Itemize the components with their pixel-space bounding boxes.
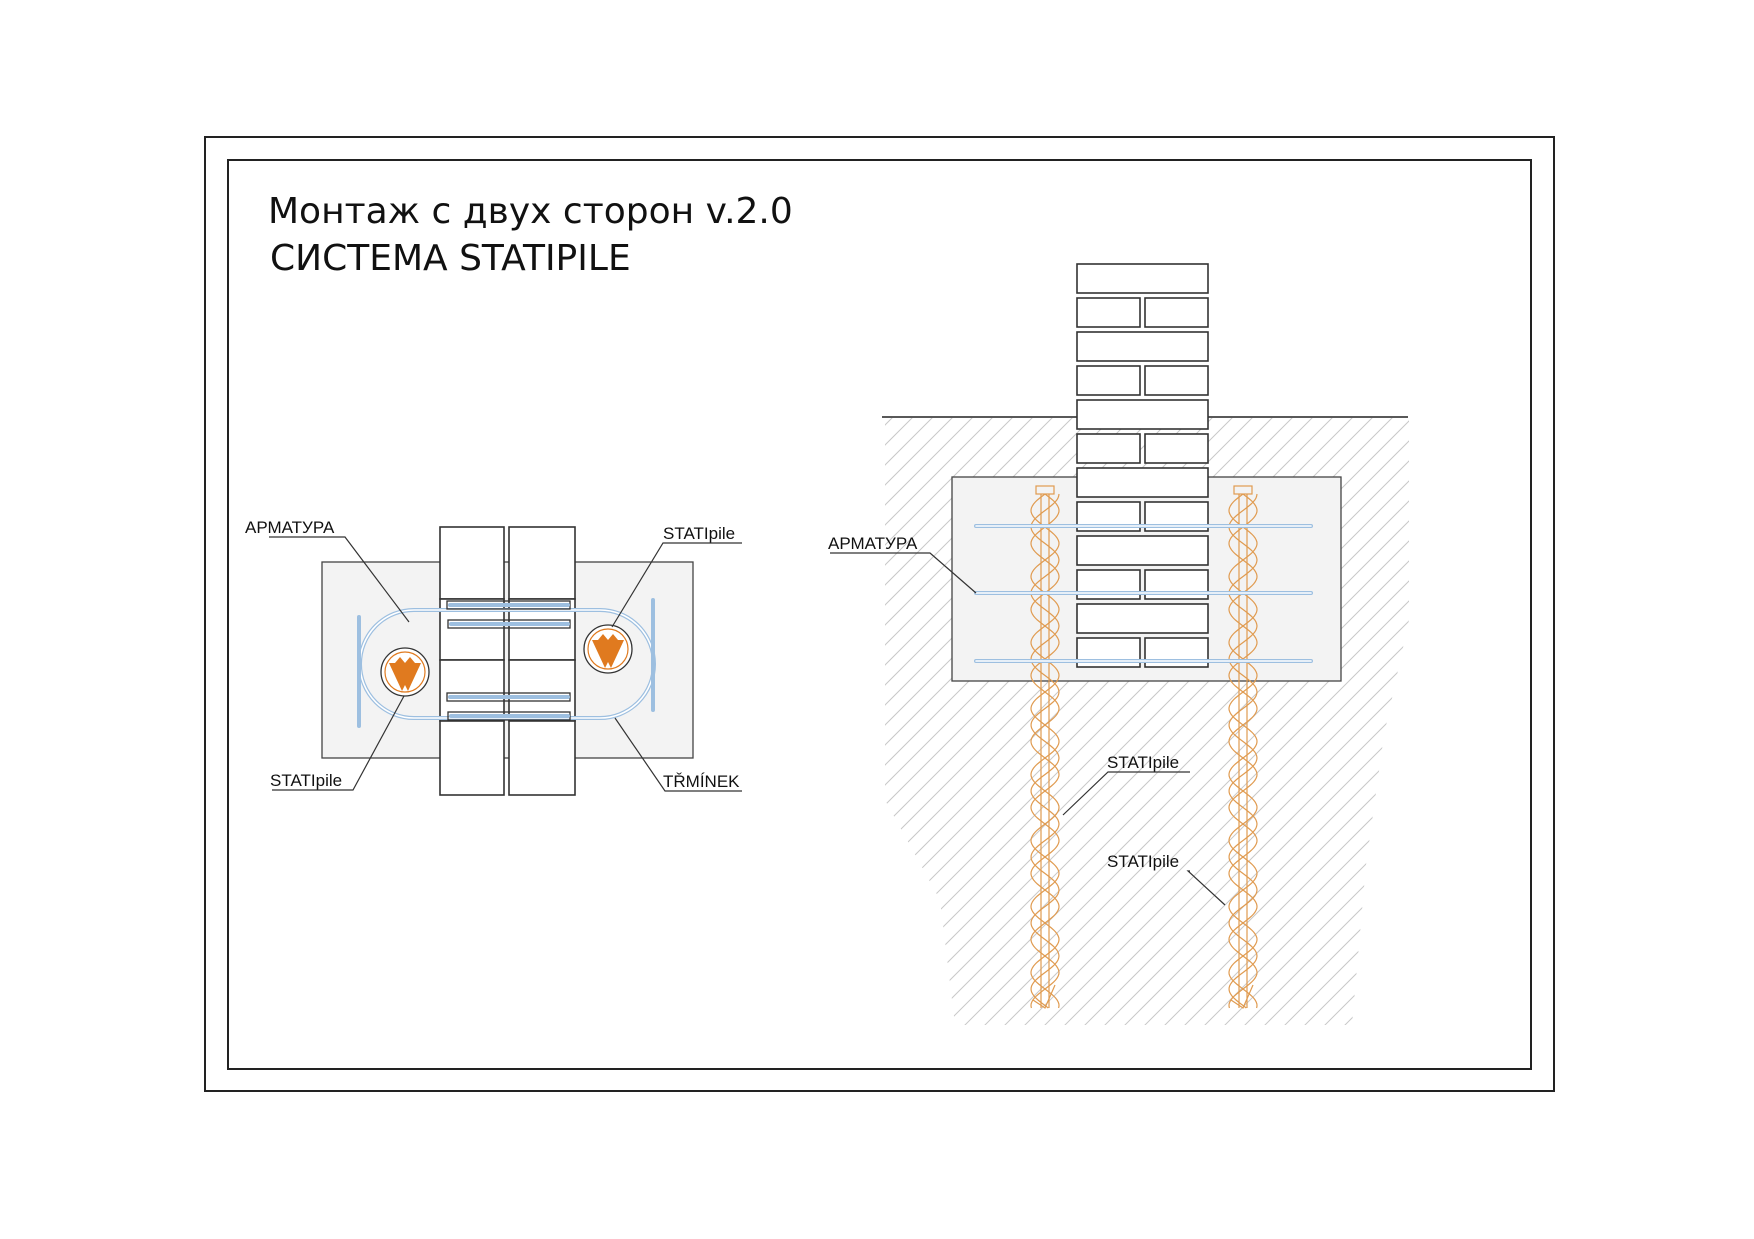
plan-concrete-block bbox=[321, 561, 694, 759]
brick bbox=[1076, 263, 1209, 294]
hatch-line bbox=[1299, 418, 1409, 1025]
brick bbox=[1076, 433, 1141, 464]
leader-section-pile-2 bbox=[1186, 870, 1226, 906]
section-brick-wall bbox=[1076, 263, 1209, 668]
brick bbox=[1076, 467, 1209, 498]
label-plan-rebar: АРМАТУРА bbox=[245, 518, 335, 537]
statipile-pile bbox=[1030, 485, 1060, 1009]
brick bbox=[1076, 603, 1209, 634]
plan-view: АРМАТУРА STATIpile STATIpile TŘMÍNEK bbox=[245, 518, 742, 796]
statipile-logo-icon bbox=[583, 624, 633, 674]
brick bbox=[1076, 399, 1209, 430]
hatch-line bbox=[1019, 418, 1409, 1025]
leader-plan-stirrup bbox=[614, 717, 742, 792]
section-piles bbox=[1030, 485, 1258, 1009]
hatch-line bbox=[1560, 410, 1754, 1030]
statipile-logo-icon bbox=[380, 647, 430, 697]
hatch-line bbox=[1119, 418, 1409, 1025]
hatch-line bbox=[1480, 410, 1754, 1030]
pile-tip bbox=[1032, 984, 1056, 1009]
hatch-line bbox=[1460, 410, 1754, 1030]
hatch-line bbox=[999, 418, 1409, 1025]
leader-plan-pile-top bbox=[611, 542, 742, 628]
outer-frame bbox=[204, 136, 1555, 1092]
title-line-2: СИСТЕМА STATIPILE bbox=[270, 238, 631, 279]
hatch-line bbox=[885, 418, 1409, 1025]
label-plan-pile-bottom: STATIpile bbox=[270, 771, 342, 790]
plan-wall-rebars bbox=[446, 600, 571, 721]
brick bbox=[1076, 365, 1141, 396]
leader-plan-rebar bbox=[269, 536, 410, 623]
brick bbox=[1076, 331, 1209, 362]
hatch-line bbox=[1199, 418, 1409, 1025]
hatch-line bbox=[1500, 410, 1754, 1030]
plan-brick bbox=[439, 526, 505, 600]
hatch-line bbox=[1440, 410, 1754, 1030]
leader-section-rebar bbox=[830, 552, 977, 594]
brick bbox=[1144, 297, 1209, 328]
pile-helix bbox=[1228, 493, 1258, 1009]
plan-brick bbox=[508, 720, 576, 796]
title-line-1: Монтаж с двух сторон v.2.0 bbox=[268, 191, 793, 232]
hatch-line bbox=[1420, 410, 1754, 1030]
brick bbox=[1144, 433, 1209, 464]
plan-brick bbox=[508, 659, 576, 722]
brick bbox=[1076, 297, 1141, 328]
hatch-line bbox=[1059, 418, 1409, 1025]
hatch-line bbox=[1039, 418, 1409, 1025]
hatch-line bbox=[1219, 418, 1409, 1025]
hatch-line bbox=[1339, 418, 1409, 1025]
hatch-line bbox=[1139, 418, 1409, 1025]
hatch-line bbox=[1540, 410, 1754, 1030]
section-rebars bbox=[974, 524, 1313, 663]
leader-section-pile-1 bbox=[1062, 771, 1190, 816]
pile-tip bbox=[1230, 984, 1254, 1009]
label-section-pile-1: STATIpile bbox=[1107, 753, 1179, 772]
hatch-line bbox=[1099, 418, 1409, 1025]
label-plan-pile-top: STATIpile bbox=[663, 524, 735, 543]
hatch-line bbox=[1319, 418, 1409, 1025]
hatch-line bbox=[1379, 418, 1409, 1025]
hatch-line bbox=[1279, 418, 1409, 1025]
label-section-rebar: АРМАТУРА bbox=[828, 534, 918, 553]
hatch-line bbox=[885, 418, 1409, 1025]
label-section-pile-2: STATIpile bbox=[1107, 852, 1179, 871]
statipile-pile bbox=[1228, 485, 1258, 1009]
hatch-line bbox=[1239, 418, 1409, 1025]
hatch-line bbox=[885, 418, 1021, 1025]
hatch-line bbox=[1179, 418, 1409, 1025]
hatch-line bbox=[885, 418, 1409, 1025]
pile-helix bbox=[1030, 493, 1060, 1009]
inner-frame bbox=[227, 159, 1532, 1070]
pile-helix bbox=[1228, 493, 1258, 1009]
hatch-line bbox=[1520, 410, 1754, 1030]
plan-brick bbox=[439, 720, 505, 796]
brick bbox=[1076, 535, 1209, 566]
hatch-line bbox=[1159, 418, 1409, 1025]
hatch-line bbox=[1359, 418, 1409, 1025]
label-plan-stirrup: TŘMÍNEK bbox=[663, 772, 740, 791]
leader-plan-pile-bottom bbox=[272, 695, 405, 791]
hatch-line bbox=[899, 418, 1409, 1025]
brick bbox=[1144, 365, 1209, 396]
plan-brick bbox=[508, 526, 576, 600]
pile-helix bbox=[1030, 493, 1060, 1009]
hatch-line bbox=[959, 418, 1409, 1025]
hatch-line bbox=[885, 418, 1041, 1025]
hatch-line bbox=[979, 418, 1409, 1025]
hatch-line bbox=[1399, 418, 1409, 1025]
hatch-line bbox=[885, 418, 1001, 1025]
